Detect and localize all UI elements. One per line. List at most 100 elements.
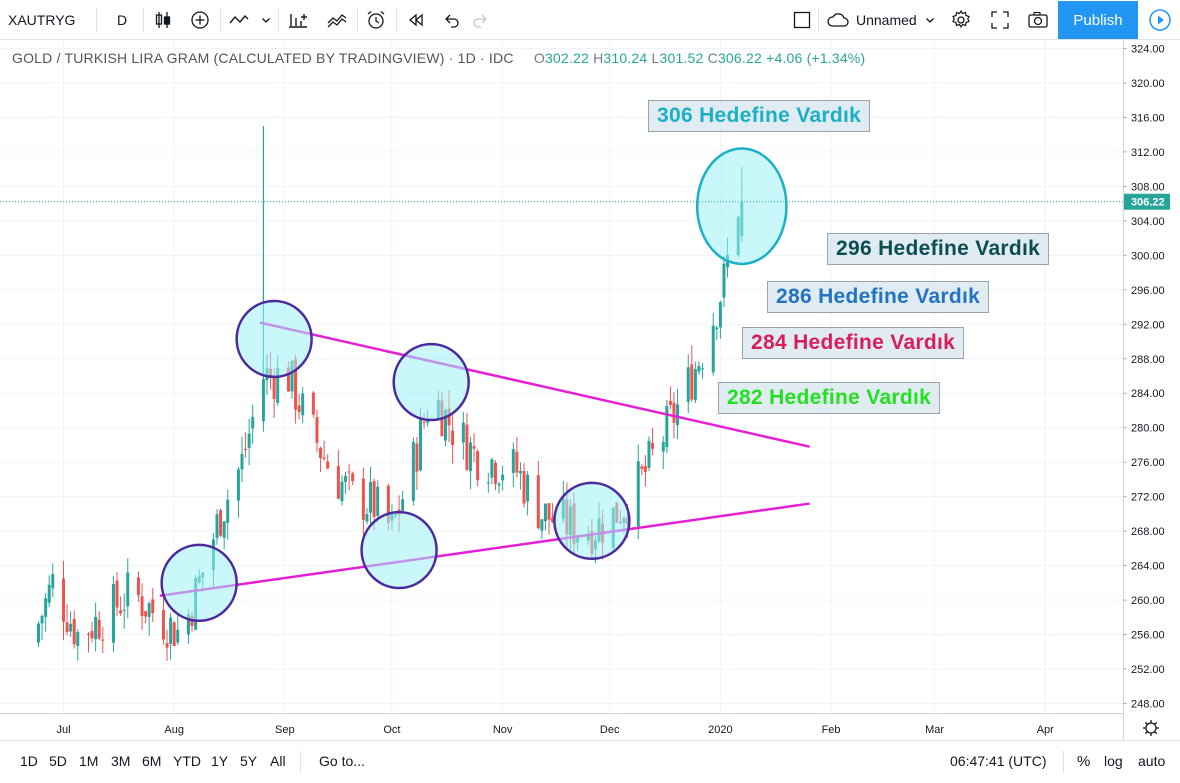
price-tick-label: 264.00 xyxy=(1131,561,1165,573)
candle xyxy=(115,572,119,616)
annotation-296[interactable]: 296 Hedefine Vardık xyxy=(827,233,1050,265)
templates-icon xyxy=(327,14,347,28)
chart-legend: GOLD / TURKISH LIRA GRAM (CALCULATED BY … xyxy=(12,50,865,66)
candle xyxy=(493,460,497,491)
chevron-down-icon xyxy=(925,18,934,23)
candle xyxy=(451,414,455,464)
percent-toggle[interactable]: % xyxy=(1077,753,1091,770)
candle xyxy=(72,610,76,649)
time-tick-label: Sep xyxy=(275,724,295,736)
candle xyxy=(647,436,651,472)
fullscreen-button[interactable] xyxy=(986,0,1014,40)
time-tick-label: Mar xyxy=(925,724,944,736)
candle xyxy=(247,418,251,466)
range-button-1d[interactable]: 1D xyxy=(20,753,38,769)
range-button-1m[interactable]: 1M xyxy=(79,753,99,769)
candle xyxy=(526,470,530,516)
trendline[interactable] xyxy=(259,321,810,448)
candle xyxy=(140,583,144,630)
annotation-306[interactable]: 306 Hedefine Vardık xyxy=(648,100,871,132)
log-toggle[interactable]: log xyxy=(1104,753,1123,769)
time-tick-label: Aug xyxy=(164,724,184,736)
candle xyxy=(497,481,501,494)
time-tick-label: Dec xyxy=(600,724,620,736)
candle xyxy=(701,363,705,379)
range-button-3m[interactable]: 3M xyxy=(111,753,131,769)
layout-button[interactable]: Unnamed xyxy=(826,0,942,40)
highlight-circle[interactable] xyxy=(235,299,313,379)
range-button-ytd[interactable]: YTD xyxy=(173,753,201,769)
annotation-286[interactable]: 286 Hedefine Vardık xyxy=(767,281,990,313)
candle xyxy=(636,444,640,540)
open-value: 302.22 xyxy=(544,50,589,66)
range-button-5y[interactable]: 5Y xyxy=(240,753,258,769)
price-tick-label: 280.00 xyxy=(1131,423,1165,435)
axis-settings-button[interactable] xyxy=(1143,720,1159,736)
trendline[interactable] xyxy=(159,502,810,598)
indicators-dropdown[interactable] xyxy=(258,0,274,40)
candle xyxy=(90,621,94,643)
settings-button[interactable] xyxy=(947,0,975,40)
divider xyxy=(357,8,358,32)
highlight-circle[interactable] xyxy=(392,342,470,422)
chevron-down-icon xyxy=(262,18,270,23)
range-button-all[interactable]: All xyxy=(270,753,286,769)
candle xyxy=(322,440,326,461)
bar-style-button[interactable] xyxy=(149,0,177,40)
candle xyxy=(65,604,69,636)
symbol-search[interactable]: XAUTRYG xyxy=(0,0,95,40)
range-button-5d[interactable]: 5D xyxy=(49,753,67,769)
price-tick-label: 312.00 xyxy=(1131,147,1165,159)
candles-icon xyxy=(155,12,171,28)
price-chart[interactable]: 324.00 320.00 316.00 312.00 308.00 304.00 300.… xyxy=(0,0,1180,743)
templates-button[interactable] xyxy=(323,0,351,40)
compare-button[interactable] xyxy=(284,0,312,40)
candle xyxy=(126,558,130,619)
annotation-282[interactable]: 282 Hedefine Vardık xyxy=(718,382,941,414)
play-button[interactable] xyxy=(1140,0,1180,40)
highlight-circle[interactable] xyxy=(553,481,631,560)
undo-button[interactable] xyxy=(438,0,466,40)
candle xyxy=(369,467,373,527)
alert-button[interactable] xyxy=(362,0,390,40)
redo-button[interactable] xyxy=(466,0,494,40)
candle xyxy=(468,436,472,490)
annotation-284[interactable]: 284 Hedefine Vardık xyxy=(742,327,965,359)
highlight-circle[interactable] xyxy=(160,543,238,623)
change-value: +4.06 (+1.34%) xyxy=(766,50,866,66)
indicators-button[interactable] xyxy=(225,0,253,40)
candle xyxy=(165,629,169,661)
publish-button[interactable]: Publish xyxy=(1058,1,1138,39)
price-tick-label: 324.00 xyxy=(1131,44,1165,56)
candle xyxy=(551,503,555,524)
goto-button[interactable]: Go to... xyxy=(319,753,365,769)
range-button-1y[interactable]: 1Y xyxy=(211,753,229,769)
price-tick-label: 284.00 xyxy=(1131,388,1165,400)
auto-toggle[interactable]: auto xyxy=(1138,753,1166,769)
candle xyxy=(86,632,90,653)
candle xyxy=(540,519,544,540)
highlight-circle[interactable] xyxy=(360,510,438,590)
candle xyxy=(690,345,694,402)
candle xyxy=(676,389,680,440)
price-tick-label: 308.00 xyxy=(1131,181,1165,193)
camera-icon xyxy=(1028,11,1048,28)
candle xyxy=(222,520,226,550)
candle xyxy=(536,460,540,530)
replay-button[interactable] xyxy=(402,0,430,40)
legend-title: GOLD / TURKISH LIRA GRAM (CALCULATED BY … xyxy=(12,50,514,66)
range-button-6m[interactable]: 6M xyxy=(142,753,162,769)
time-tick-label: Apr xyxy=(1037,724,1054,736)
highlight-circle[interactable] xyxy=(695,147,788,266)
clock: 06:47:41 (UTC) xyxy=(950,753,1047,769)
candle xyxy=(651,427,655,456)
interval-button[interactable]: D xyxy=(108,0,136,40)
add-indicator-button[interactable] xyxy=(186,0,214,40)
snapshot-button[interactable] xyxy=(1024,0,1052,40)
candle xyxy=(51,563,55,598)
low-key: L xyxy=(651,50,660,66)
fullscreen-select-button[interactable] xyxy=(788,0,816,40)
candle xyxy=(697,361,701,375)
candle xyxy=(490,457,494,485)
top-toolbar: XAUTRYG D Unnamed xyxy=(0,0,1180,40)
